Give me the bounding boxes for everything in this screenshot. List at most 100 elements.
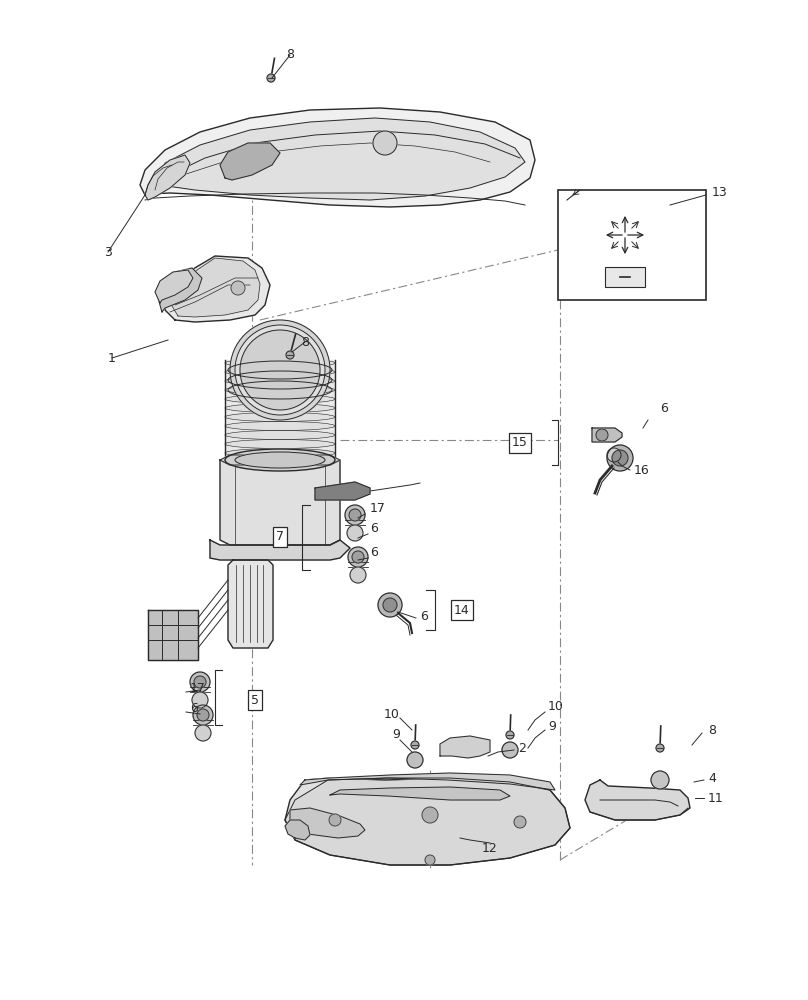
Polygon shape: [140, 108, 535, 207]
Text: 5: 5: [251, 694, 259, 706]
Text: 8: 8: [301, 336, 309, 349]
Circle shape: [612, 450, 628, 466]
Text: 14: 14: [454, 603, 470, 616]
Circle shape: [348, 547, 368, 567]
Circle shape: [349, 509, 361, 521]
Ellipse shape: [225, 412, 335, 422]
Circle shape: [197, 709, 209, 721]
Text: 3: 3: [104, 245, 112, 258]
Polygon shape: [165, 256, 270, 322]
Ellipse shape: [228, 381, 332, 399]
Ellipse shape: [225, 376, 335, 385]
Circle shape: [425, 855, 435, 865]
Circle shape: [193, 705, 213, 725]
Text: 1: 1: [108, 352, 116, 364]
Circle shape: [411, 741, 419, 749]
Circle shape: [240, 330, 320, 410]
Polygon shape: [285, 778, 570, 865]
Polygon shape: [285, 778, 570, 865]
Text: 15: 15: [512, 436, 528, 450]
Text: 6: 6: [660, 401, 668, 414]
Circle shape: [422, 807, 438, 823]
Circle shape: [502, 742, 518, 758]
Text: 12: 12: [482, 842, 498, 854]
Circle shape: [596, 429, 608, 441]
Circle shape: [267, 74, 275, 82]
Polygon shape: [155, 270, 193, 303]
Text: 6: 6: [420, 610, 428, 624]
Circle shape: [607, 445, 633, 471]
Bar: [558, 190, 706, 300]
Ellipse shape: [225, 440, 335, 448]
Circle shape: [373, 131, 397, 155]
Text: 7: 7: [276, 530, 284, 544]
Circle shape: [407, 752, 423, 768]
Text: 17: 17: [370, 502, 386, 514]
Text: 17: 17: [190, 682, 206, 694]
Ellipse shape: [225, 385, 335, 394]
Circle shape: [194, 676, 206, 688]
Polygon shape: [220, 460, 340, 545]
Text: 8: 8: [708, 724, 716, 736]
Circle shape: [651, 771, 669, 789]
Ellipse shape: [228, 361, 332, 379]
Text: 16: 16: [634, 464, 650, 477]
Circle shape: [345, 505, 365, 525]
Bar: [605, 267, 645, 287]
Circle shape: [195, 725, 211, 741]
Polygon shape: [330, 787, 510, 800]
Bar: [225, 360, 335, 460]
Circle shape: [190, 672, 210, 692]
Ellipse shape: [225, 403, 335, 412]
Circle shape: [383, 598, 397, 612]
Ellipse shape: [225, 422, 335, 430]
Polygon shape: [300, 773, 555, 790]
Text: 2: 2: [518, 742, 526, 754]
Polygon shape: [220, 455, 340, 465]
Text: 10: 10: [548, 700, 564, 714]
Circle shape: [235, 325, 325, 415]
Circle shape: [230, 320, 330, 420]
Circle shape: [378, 593, 402, 617]
Ellipse shape: [235, 452, 325, 468]
Circle shape: [329, 814, 341, 826]
Circle shape: [352, 551, 364, 563]
Text: 4: 4: [708, 772, 716, 784]
Polygon shape: [592, 428, 622, 442]
Polygon shape: [145, 155, 190, 200]
Circle shape: [192, 692, 208, 708]
Circle shape: [231, 281, 245, 295]
Ellipse shape: [225, 394, 335, 403]
Polygon shape: [228, 560, 273, 648]
Polygon shape: [285, 820, 310, 840]
Circle shape: [607, 448, 621, 462]
Text: 8: 8: [286, 48, 294, 62]
Polygon shape: [148, 610, 198, 660]
Text: 6: 6: [370, 522, 378, 534]
Text: 13: 13: [712, 186, 728, 198]
Polygon shape: [155, 118, 525, 200]
Polygon shape: [585, 780, 690, 820]
Polygon shape: [315, 482, 370, 500]
Circle shape: [506, 731, 514, 739]
Polygon shape: [158, 268, 202, 312]
Text: 9: 9: [392, 728, 400, 742]
Circle shape: [656, 744, 664, 752]
Circle shape: [514, 816, 526, 828]
Circle shape: [347, 525, 363, 541]
Text: 10: 10: [384, 708, 400, 722]
Circle shape: [350, 567, 366, 583]
Text: 6: 6: [370, 546, 378, 560]
Polygon shape: [290, 808, 365, 838]
Ellipse shape: [225, 449, 335, 471]
Polygon shape: [172, 258, 260, 317]
Text: 9: 9: [548, 720, 556, 734]
Ellipse shape: [225, 430, 335, 440]
Ellipse shape: [228, 371, 332, 389]
Text: 11: 11: [708, 792, 724, 804]
Polygon shape: [210, 540, 350, 560]
Ellipse shape: [225, 448, 335, 458]
Ellipse shape: [225, 359, 335, 367]
Circle shape: [286, 351, 294, 359]
Ellipse shape: [225, 367, 335, 376]
